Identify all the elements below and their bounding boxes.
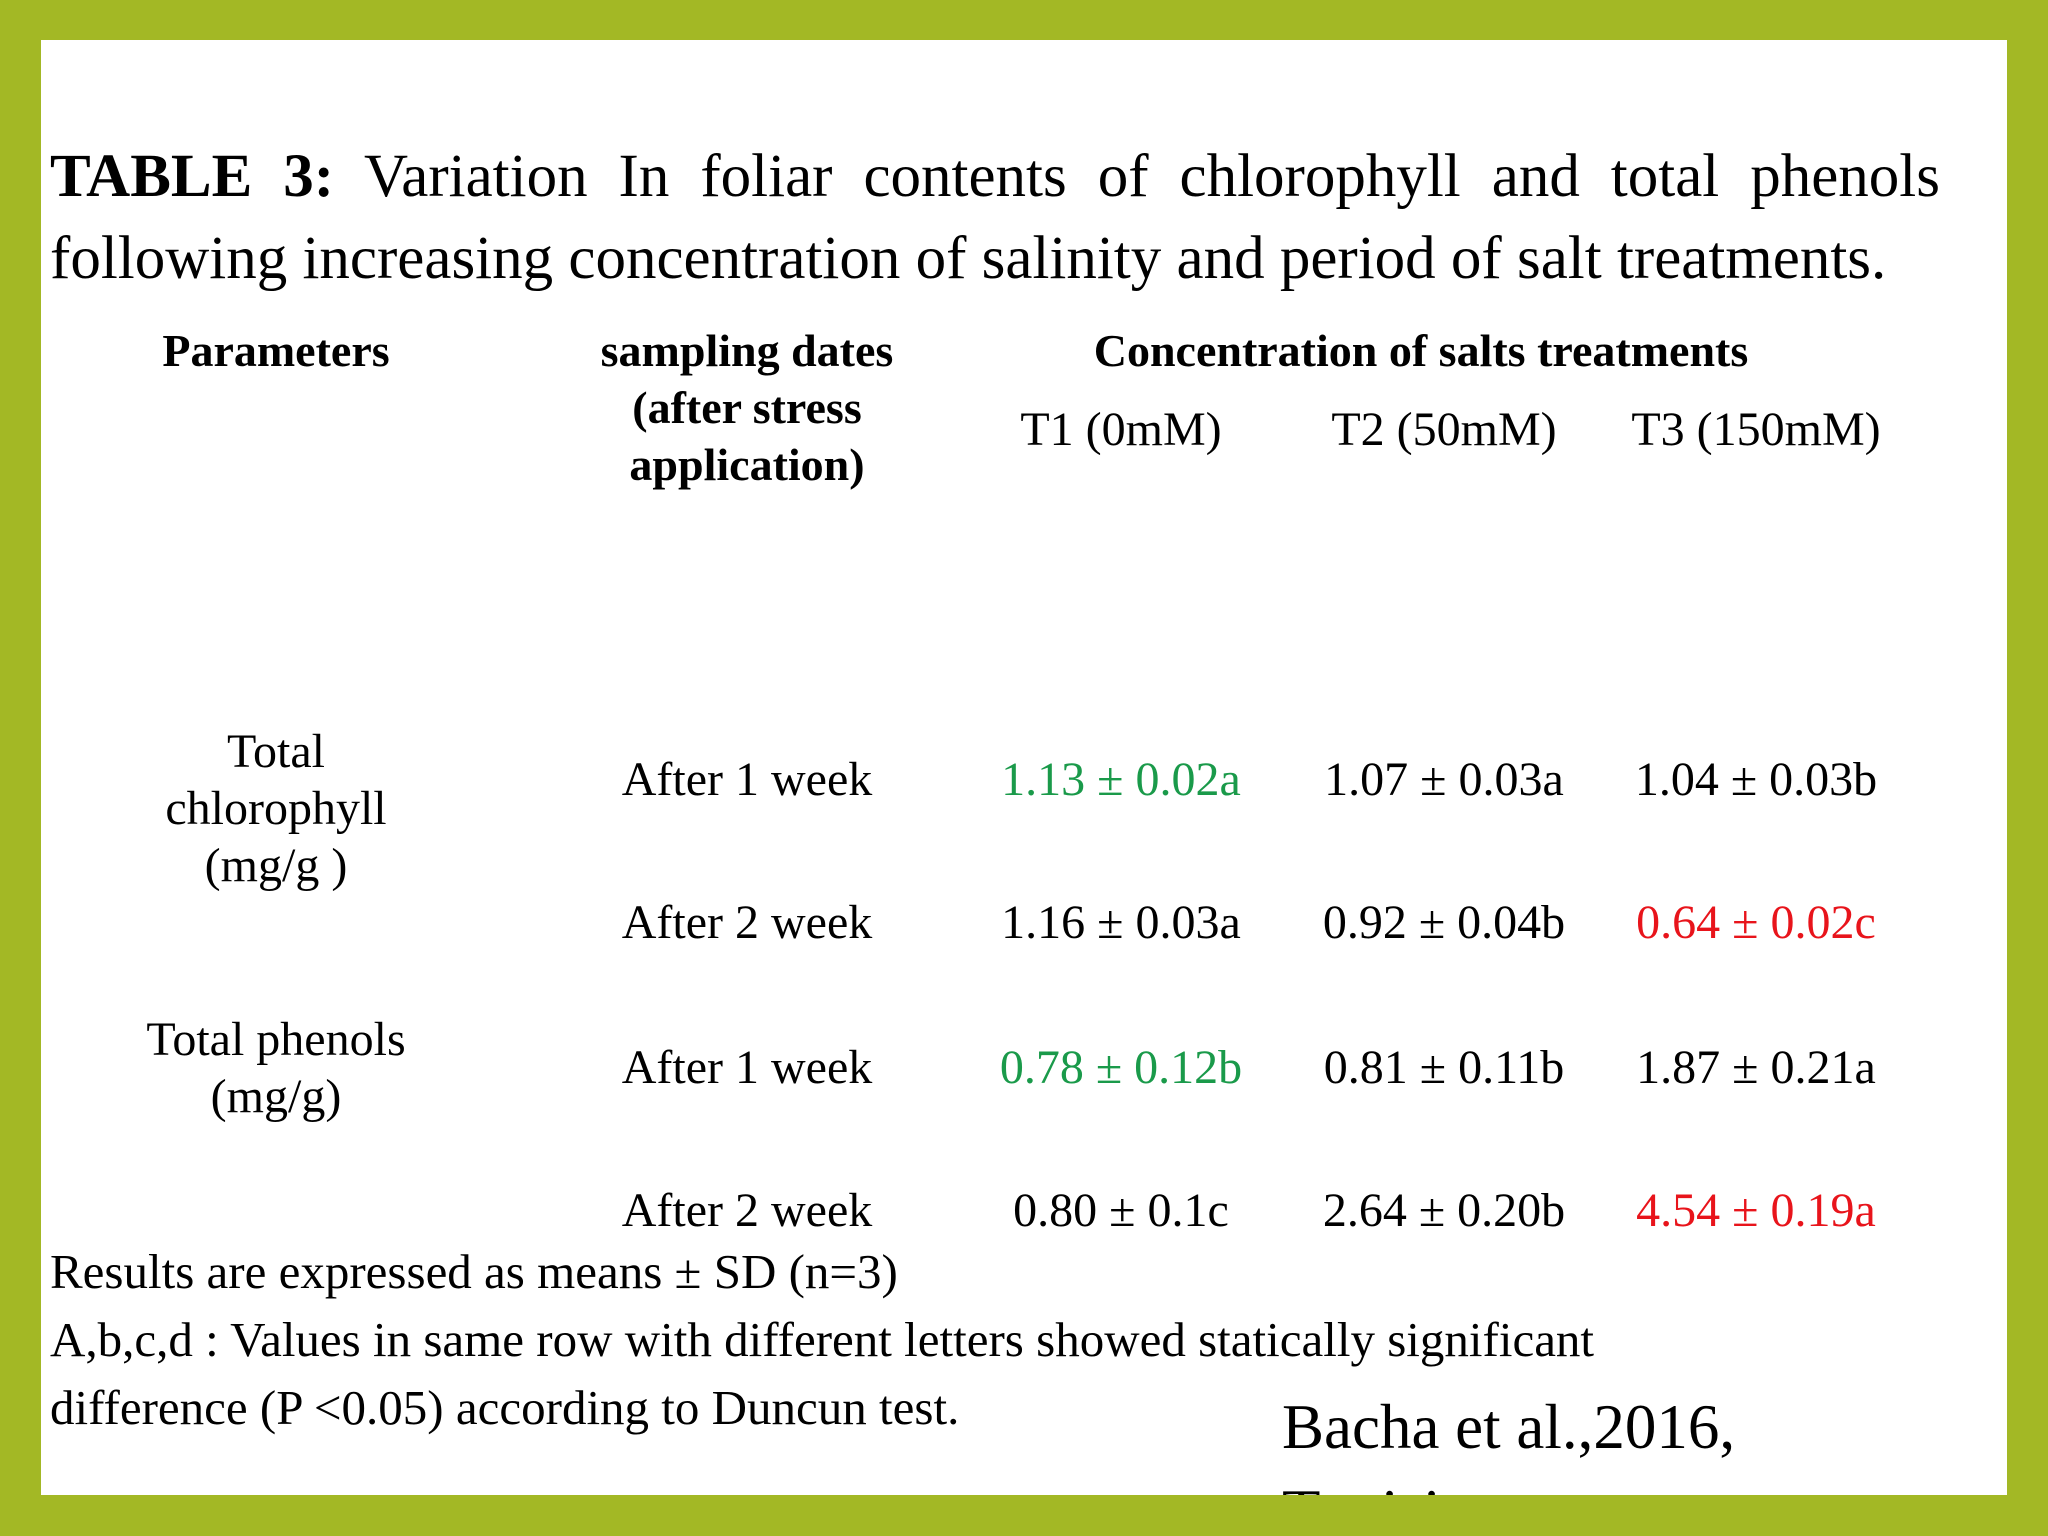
note-letters: A,b,c,d : Values in same row with differ… (50, 1312, 1595, 1367)
table-label: TABLE 3: (50, 143, 335, 210)
value-cell: 0.80 ± 0.1c (1013, 1184, 1229, 1237)
table-caption: TABLE 3: Variation In foliar contents of… (50, 136, 1940, 300)
row-date: After 2 week (621, 896, 873, 949)
header-sampling-dates: sampling dates (after stress application… (600, 325, 894, 490)
value-cell: 1.87 ± 0.21a (1636, 1041, 1876, 1094)
row-date: After 1 week (621, 1041, 873, 1094)
parameter-total-chlorophyll: Total chlorophyll (mg/g ) (165, 725, 387, 892)
header-parameters: Parameters (162, 325, 390, 376)
value-cell: 0.64 ± 0.02c (1636, 896, 1876, 949)
header-treatment-t3: T3 (150mM) (1631, 403, 1881, 456)
header-treatment-t2: T2 (50mM) (1331, 403, 1557, 456)
value-cell: 0.81 ± 0.11b (1323, 1041, 1565, 1094)
value-cell: 1.13 ± 0.02a (1001, 753, 1241, 806)
value-cell: 1.04 ± 0.03b (1634, 753, 1878, 806)
slide: TABLE 3: Variation In foliar contents of… (41, 40, 2007, 1495)
parameter-total-phenols: Total phenols (mg/g) (146, 1013, 406, 1123)
header-concentration: Concentration of salts treatments (1093, 325, 1749, 376)
note-duncan: difference (P <0.05) according to Duncun… (50, 1380, 960, 1435)
value-cell: 1.16 ± 0.03a (1001, 896, 1241, 949)
table-caption-text: Variation In foliar contents of chloroph… (50, 143, 1940, 292)
value-cell: 4.54 ± 0.19a (1636, 1184, 1876, 1237)
note-means: Results are expressed as means ± SD (n=3… (50, 1244, 898, 1299)
value-cell: 1.07 ± 0.03a (1324, 753, 1564, 806)
row-date: After 2 week (621, 1184, 873, 1237)
header-treatment-t1: T1 (0mM) (1020, 403, 1222, 456)
value-cell: 0.78 ± 0.12b (999, 1041, 1243, 1094)
row-date: After 1 week (621, 753, 873, 806)
value-cell: 2.64 ± 0.20b (1322, 1184, 1566, 1237)
value-cell: 0.92 ± 0.04b (1322, 896, 1566, 949)
citation: Bacha et al.,2016, Tunisia (1282, 1392, 1736, 1495)
